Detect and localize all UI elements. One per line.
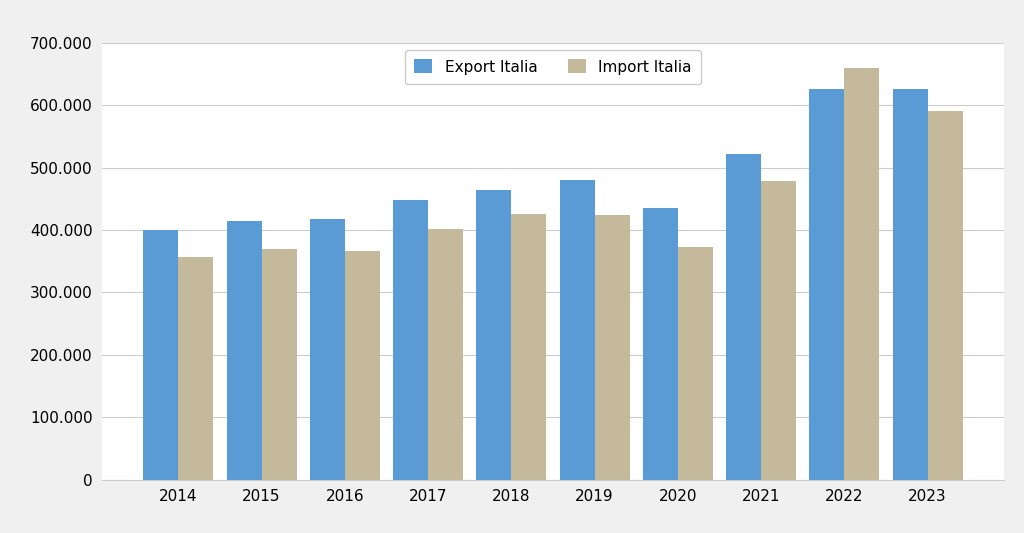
Bar [893, 89, 928, 480]
Bar [393, 200, 428, 480]
Bar [560, 180, 595, 480]
Bar [845, 68, 880, 480]
Bar [226, 221, 261, 480]
Bar [178, 257, 213, 480]
Bar [261, 249, 297, 480]
Bar [511, 214, 546, 480]
Bar [428, 229, 463, 480]
Bar [643, 208, 678, 480]
Bar [761, 181, 796, 480]
Bar [345, 251, 380, 480]
Bar [678, 247, 713, 480]
Bar [928, 111, 963, 480]
Bar [476, 190, 511, 480]
Bar [595, 215, 630, 480]
Bar [143, 230, 178, 480]
Bar [310, 219, 345, 480]
Legend: Export Italia, Import Italia: Export Italia, Import Italia [404, 50, 701, 84]
Bar [809, 89, 845, 480]
Bar [726, 155, 761, 480]
